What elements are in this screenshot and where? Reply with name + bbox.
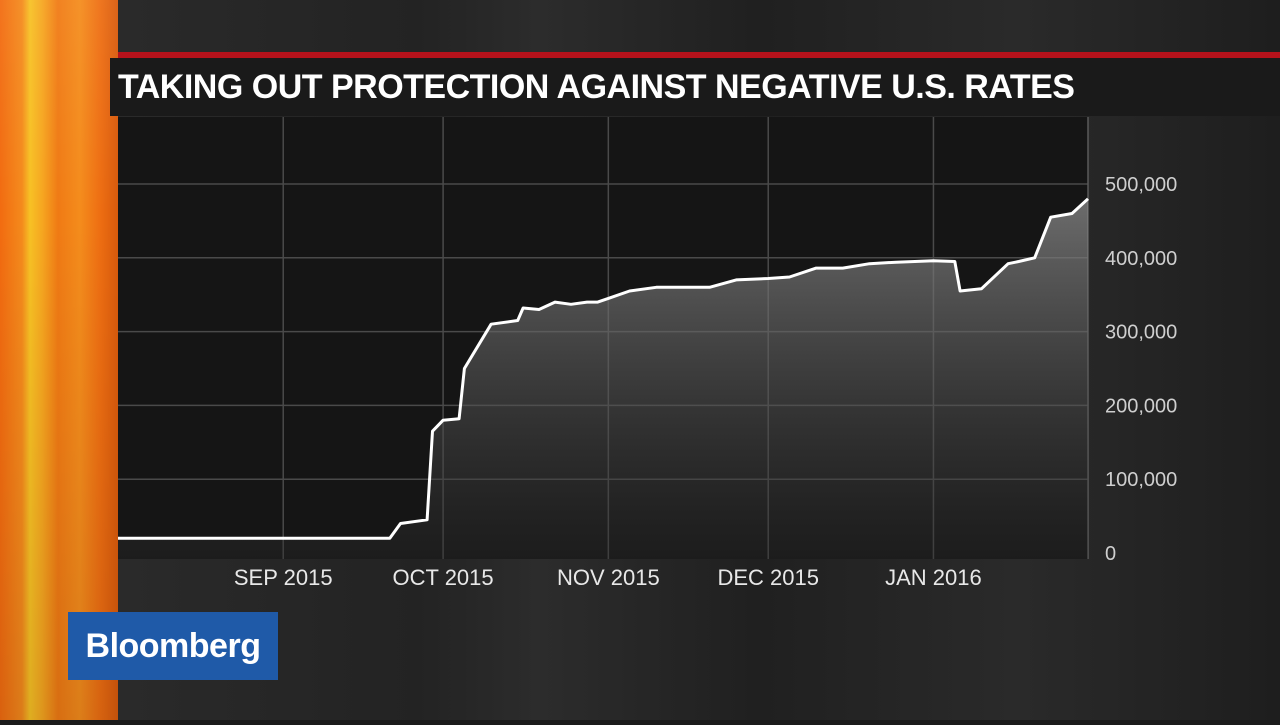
x-tick-label: SEP 2015: [234, 565, 333, 590]
y-tick-label: 0: [1105, 543, 1116, 565]
y-tick-label: 100,000: [1105, 469, 1177, 491]
logo-text: Bloomberg: [86, 627, 261, 666]
x-tick-label: DEC 2015: [717, 565, 819, 590]
y-tick-label: 300,000: [1105, 322, 1177, 344]
y-tick-label: 500,000: [1105, 174, 1177, 196]
bloomberg-logo: Bloomberg: [68, 612, 278, 680]
y-tick-label: 200,000: [1105, 395, 1177, 417]
x-tick-label: OCT 2015: [393, 565, 494, 590]
x-axis: SEP 2015 OCT 2015 NOV 2015 DEC 2015 JAN 2016: [234, 565, 982, 590]
y-tick-label: 400,000: [1105, 248, 1177, 270]
x-tick-label: NOV 2015: [557, 565, 660, 590]
y-axis: 0 100,000 200,000 300,000 400,000 500,000: [1105, 174, 1177, 565]
x-tick-label: JAN 2016: [885, 565, 982, 590]
